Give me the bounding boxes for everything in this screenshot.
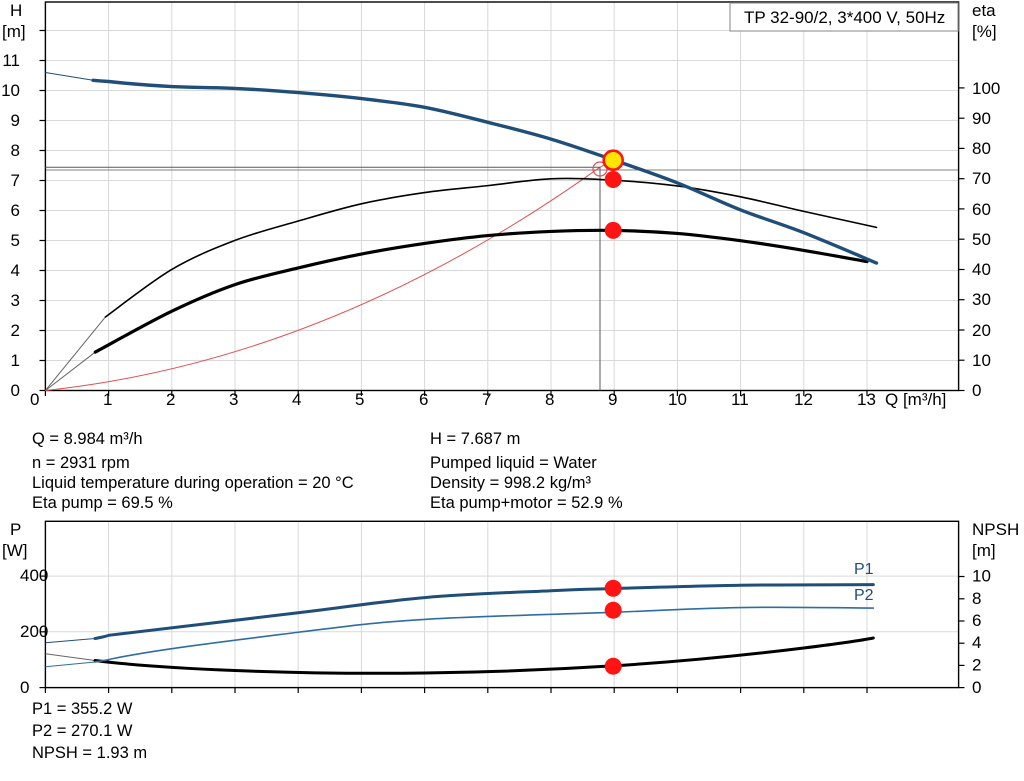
svg-text:9: 9 <box>11 111 20 130</box>
svg-text:[m]: [m] <box>2 22 26 41</box>
svg-text:30: 30 <box>972 290 991 309</box>
svg-text:5: 5 <box>355 390 364 409</box>
svg-text:8: 8 <box>545 390 554 409</box>
svg-text:80: 80 <box>972 139 991 158</box>
svg-text:200: 200 <box>20 622 48 641</box>
svg-text:11: 11 <box>731 390 749 409</box>
svg-text:P1: P1 <box>854 561 874 578</box>
svg-text:0: 0 <box>30 390 39 409</box>
svg-text:2: 2 <box>11 321 20 340</box>
svg-text:H = 7.687 m: H = 7.687 m <box>430 430 520 448</box>
svg-text:9: 9 <box>608 390 617 409</box>
svg-text:7: 7 <box>482 390 491 409</box>
svg-text:12: 12 <box>794 390 813 409</box>
svg-text:Liquid temperature during oper: Liquid temperature during operation = 20… <box>32 474 354 492</box>
svg-text:10: 10 <box>1 81 20 100</box>
svg-text:8: 8 <box>972 589 981 608</box>
svg-text:11: 11 <box>2 51 20 70</box>
svg-text:400: 400 <box>20 566 48 585</box>
svg-text:[W]: [W] <box>2 541 28 560</box>
svg-text:10: 10 <box>972 567 991 586</box>
svg-text:P2 = 270.1 W: P2 = 270.1 W <box>32 722 133 740</box>
svg-text:P2: P2 <box>854 587 874 604</box>
svg-text:4: 4 <box>972 633 981 652</box>
svg-text:6: 6 <box>11 201 20 220</box>
svg-text:[%]: [%] <box>972 22 997 41</box>
svg-text:10: 10 <box>668 390 687 409</box>
svg-text:0: 0 <box>20 678 29 697</box>
svg-text:2: 2 <box>972 655 981 674</box>
svg-text:Q [m³/h]: Q [m³/h] <box>885 390 946 409</box>
svg-text:NPSH: NPSH <box>972 520 1019 539</box>
svg-text:P1 = 355.2 W: P1 = 355.2 W <box>32 700 133 718</box>
svg-text:100: 100 <box>972 79 1000 98</box>
svg-text:40: 40 <box>972 260 991 279</box>
svg-text:4: 4 <box>11 261 20 280</box>
svg-text:1: 1 <box>11 351 20 370</box>
svg-text:0: 0 <box>972 678 981 697</box>
svg-text:NPSH = 1.93 m: NPSH = 1.93 m <box>32 744 147 762</box>
svg-text:4: 4 <box>292 390 301 409</box>
svg-text:10: 10 <box>972 351 991 370</box>
svg-text:13: 13 <box>857 390 876 409</box>
svg-text:20: 20 <box>972 321 991 340</box>
svg-text:H: H <box>10 1 22 20</box>
svg-text:8: 8 <box>11 141 20 160</box>
svg-text:6: 6 <box>419 390 428 409</box>
svg-text:3: 3 <box>229 390 238 409</box>
svg-text:Q = 8.984 m³/h: Q = 8.984 m³/h <box>32 430 143 448</box>
svg-text:Density = 998.2 kg/m³: Density = 998.2 kg/m³ <box>430 474 591 492</box>
svg-text:3: 3 <box>11 291 20 310</box>
svg-text:1: 1 <box>103 390 112 409</box>
svg-text:2: 2 <box>166 390 175 409</box>
svg-text:7: 7 <box>11 171 20 190</box>
svg-text:Pumped liquid = Water: Pumped liquid = Water <box>430 454 597 472</box>
svg-text:[m]: [m] <box>972 541 996 560</box>
svg-text:70: 70 <box>972 169 991 188</box>
svg-text:5: 5 <box>11 231 20 250</box>
svg-text:Eta pump+motor = 52.9 %: Eta pump+motor = 52.9 % <box>430 494 623 512</box>
svg-text:Eta pump = 69.5 %: Eta pump = 69.5 % <box>32 494 173 512</box>
svg-text:P: P <box>10 520 21 539</box>
svg-text:90: 90 <box>972 109 991 128</box>
svg-text:50: 50 <box>972 230 991 249</box>
svg-text:0: 0 <box>972 381 981 400</box>
svg-text:n = 2931 rpm: n = 2931 rpm <box>32 454 130 472</box>
svg-text:TP 32-90/2, 3*400 V, 50Hz: TP 32-90/2, 3*400 V, 50Hz <box>744 8 945 27</box>
svg-text:6: 6 <box>972 611 981 630</box>
svg-text:0: 0 <box>11 381 20 400</box>
svg-text:eta: eta <box>972 1 996 20</box>
svg-text:60: 60 <box>972 200 991 219</box>
